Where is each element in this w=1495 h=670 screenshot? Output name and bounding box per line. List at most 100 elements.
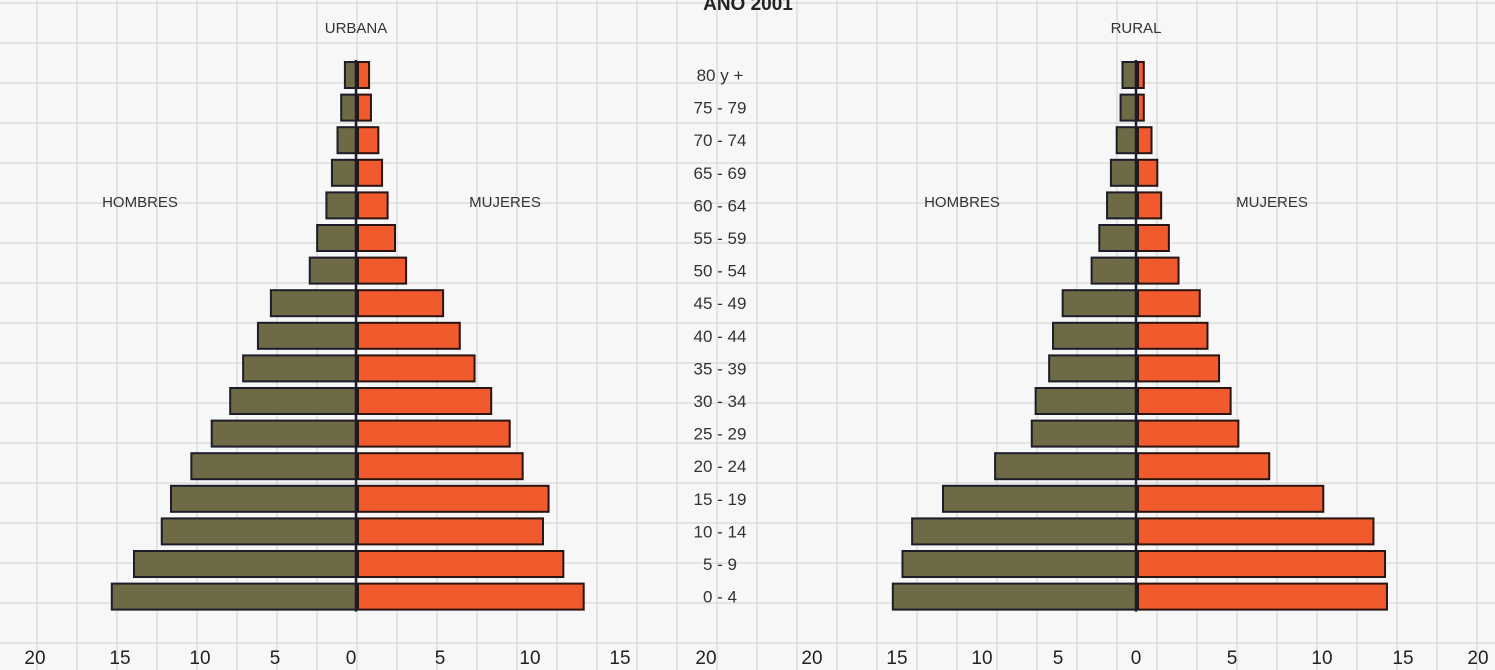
urbana-male-bar-13 <box>170 484 357 513</box>
rural-male-bar-3 <box>1109 158 1138 187</box>
urbana-male-bar-9 <box>242 354 357 383</box>
urbana-male-bar-16 <box>110 582 357 611</box>
urbana-male-bar-15 <box>133 550 357 578</box>
rural-female-bar-16 <box>1137 582 1388 611</box>
urbana-male-bar-10 <box>229 387 357 415</box>
rural-male-bar-10 <box>1034 387 1138 415</box>
age-label-6: 50 - 54 <box>694 262 747 281</box>
urbana-female-bar-15 <box>357 550 565 578</box>
age-label-16: 0 - 4 <box>703 588 737 607</box>
urbana-tick-label-1: 15 <box>109 648 130 669</box>
urbana-male-bar-11 <box>210 419 357 448</box>
rural-female-bar-14 <box>1137 517 1375 546</box>
rural-male-bar-7 <box>1061 289 1138 318</box>
urbana-tick-label-6: 10 <box>519 648 540 669</box>
age-label-3: 65 - 69 <box>694 164 747 183</box>
urbana-female-bar-14 <box>357 517 544 546</box>
rural-female-bar-4 <box>1137 191 1163 220</box>
rural-female-bar-13 <box>1137 484 1325 513</box>
rural-male-bar-2 <box>1115 126 1137 155</box>
rural-female-bar-6 <box>1137 256 1180 285</box>
urbana-male-bar-6 <box>308 256 357 285</box>
urbana-male-bar-8 <box>256 321 358 350</box>
urbana-female-bar-10 <box>357 387 493 415</box>
rural-female-bar-2 <box>1137 126 1153 155</box>
age-label-7: 45 - 49 <box>694 294 747 313</box>
rural-female-bar-7 <box>1137 289 1201 318</box>
rural-female-bar-11 <box>1137 419 1240 448</box>
urbana-tick-label-0: 20 <box>24 648 45 669</box>
urbana-tick-label-3: 5 <box>270 648 281 669</box>
rural-right-label: MUJERES <box>1236 194 1308 211</box>
rural-male-bar-16 <box>891 582 1137 611</box>
rural-female-bar-0 <box>1137 61 1145 89</box>
urbana-female-bar-16 <box>357 582 585 611</box>
urbana-tick-label-5: 5 <box>435 648 446 669</box>
urbana-female-bar-5 <box>357 224 396 252</box>
rural-male-bar-9 <box>1048 354 1138 383</box>
rural-male-bar-15 <box>901 550 1137 578</box>
age-label-2: 70 - 74 <box>694 131 747 150</box>
urbana-panel-title: URBANA <box>325 20 388 37</box>
age-label-1: 75 - 79 <box>694 99 747 118</box>
age-label-12: 20 - 24 <box>694 457 747 476</box>
rural-male-bar-11 <box>1030 419 1138 448</box>
rural-female-bar-8 <box>1137 321 1209 350</box>
age-label-10: 30 - 34 <box>694 392 747 411</box>
urbana-female-bar-3 <box>357 158 384 187</box>
rural-panel-title: RURAL <box>1111 20 1162 37</box>
urbana-male-bar-2 <box>336 126 357 155</box>
urbana-female-bar-9 <box>357 354 476 383</box>
rural-female-bar-5 <box>1137 224 1170 252</box>
age-label-11: 25 - 29 <box>694 425 747 444</box>
age-label-0: 80 y + <box>697 66 744 85</box>
urbana-female-bar-6 <box>357 256 408 285</box>
urbana-male-bar-7 <box>269 289 357 318</box>
rural-female-bar-10 <box>1137 387 1232 415</box>
rural-tick-label-8: 20 <box>1467 648 1488 669</box>
urbana-female-bar-11 <box>357 419 511 448</box>
rural-male-bar-12 <box>994 452 1137 481</box>
rural-male-bar-4 <box>1106 191 1138 220</box>
age-label-9: 35 - 39 <box>694 359 747 378</box>
urbana-female-bar-0 <box>357 61 371 89</box>
urbana-tick-label-7: 15 <box>609 648 630 669</box>
rural-male-bar-14 <box>911 517 1137 546</box>
rural-tick-label-7: 15 <box>1392 648 1413 669</box>
urbana-left-label: HOMBRES <box>102 194 178 211</box>
rural-tick-label-3: 5 <box>1053 648 1064 669</box>
rural-tick-label-5: 5 <box>1227 648 1238 669</box>
chart-title: AÑO 2001 <box>703 0 793 15</box>
rural-tick-label-1: 15 <box>886 648 907 669</box>
age-label-15: 5 - 9 <box>703 555 737 574</box>
rural-male-bar-5 <box>1098 224 1137 252</box>
rural-male-bar-13 <box>942 484 1137 513</box>
age-label-8: 40 - 44 <box>694 327 747 346</box>
rural-female-bar-9 <box>1137 354 1221 383</box>
rural-tick-label-4: 0 <box>1131 648 1142 669</box>
urbana-female-bar-13 <box>357 484 550 513</box>
rural-female-bar-1 <box>1137 93 1145 122</box>
urbana-male-bar-3 <box>330 158 358 187</box>
urbana-right-label: MUJERES <box>469 194 541 211</box>
rural-female-bar-12 <box>1137 452 1271 481</box>
urbana-female-bar-8 <box>357 321 461 350</box>
urbana-female-bar-12 <box>357 452 524 481</box>
rural-male-bar-1 <box>1119 93 1138 122</box>
urbana-tick-label-2: 10 <box>189 648 210 669</box>
urbana-male-bar-14 <box>160 517 357 546</box>
rural-male-bar-0 <box>1121 61 1137 89</box>
urbana-female-bar-1 <box>357 93 372 122</box>
age-label-13: 15 - 19 <box>694 490 747 509</box>
urbana-male-bar-5 <box>316 224 357 252</box>
rural-male-bar-6 <box>1090 256 1137 285</box>
rural-tick-label-6: 10 <box>1311 648 1332 669</box>
rural-male-bar-8 <box>1052 321 1138 350</box>
chart-marks: URBANA HOMBRES MUJERES 20 15 10 5 0 5 10 15 20 RURAL… <box>24 20 1488 669</box>
age-label-14: 10 - 14 <box>694 522 747 541</box>
rural-female-bar-3 <box>1137 158 1159 187</box>
age-label-5: 55 - 59 <box>694 229 747 248</box>
age-label-4: 60 - 64 <box>694 196 747 215</box>
urbana-male-bar-1 <box>340 93 358 122</box>
